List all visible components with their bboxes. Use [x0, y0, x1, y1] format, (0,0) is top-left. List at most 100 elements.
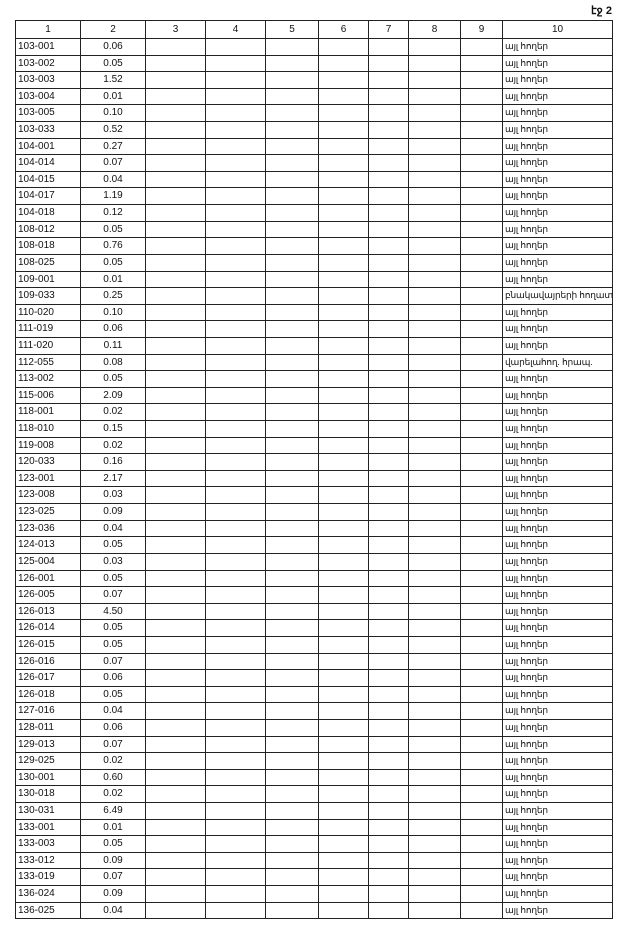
- empty-cell: [460, 403, 503, 422]
- empty-cell: [368, 669, 409, 687]
- column-header-3: 3: [145, 20, 206, 39]
- empty-cell: [408, 635, 461, 654]
- area-value: 0.05: [80, 370, 146, 388]
- area-value: 0.01: [80, 87, 146, 106]
- column-header-6: 6: [318, 20, 369, 39]
- empty-cell: [145, 270, 206, 289]
- empty-cell: [265, 552, 319, 571]
- empty-cell: [318, 868, 369, 887]
- empty-cell: [265, 835, 319, 853]
- empty-cell: [318, 336, 369, 355]
- empty-cell: [205, 121, 266, 139]
- empty-cell: [265, 486, 319, 505]
- empty-cell: [408, 121, 461, 139]
- table-row: 125-004 0.03 այլ հողեր: [15, 552, 613, 571]
- empty-cell: [265, 768, 319, 787]
- column-header-5: 5: [265, 20, 319, 39]
- empty-cell: [460, 718, 503, 737]
- empty-cell: [318, 552, 369, 571]
- empty-cell: [318, 652, 369, 671]
- empty-cell: [460, 436, 503, 455]
- empty-cell: [460, 635, 503, 654]
- parcel-code: 123-001: [15, 469, 81, 488]
- land-type: վարելահող. հրապ.: [502, 353, 613, 372]
- empty-cell: [318, 87, 369, 106]
- table-row: 104-018 0.12 այլ հողեր: [15, 204, 613, 222]
- parcel-code: 103-002: [15, 54, 81, 73]
- table-row: 104-014 0.07 այլ հողեր: [15, 154, 613, 172]
- empty-cell: [368, 420, 409, 438]
- empty-cell: [408, 353, 461, 372]
- table-row: 126-005 0.07 այլ հողեր: [15, 586, 613, 604]
- empty-cell: [318, 768, 369, 787]
- empty-cell: [145, 503, 206, 521]
- empty-cell: [318, 486, 369, 505]
- empty-cell: [460, 752, 503, 770]
- empty-cell: [368, 436, 409, 455]
- table-row: 129-025 0.02 այլ հողեր: [15, 752, 613, 770]
- empty-cell: [408, 237, 461, 255]
- table-header-row: 1 2 3 4 5 6 7 8 9 10: [15, 20, 613, 39]
- land-type: այլ հողեր: [502, 818, 613, 837]
- table-row: 103-002 0.05 այլ հողեր: [15, 54, 613, 73]
- empty-cell: [460, 154, 503, 172]
- empty-cell: [368, 187, 409, 206]
- table-row: 127-016 0.04 այլ հողեր: [15, 702, 613, 720]
- table-row: 126-013 4.50 այլ հողեր: [15, 602, 613, 621]
- empty-cell: [265, 420, 319, 438]
- land-type: այլ հողեր: [502, 436, 613, 455]
- table-row: 136-025 0.04 այլ հողեր: [15, 901, 613, 920]
- empty-cell: [460, 71, 503, 89]
- empty-cell: [205, 851, 266, 870]
- parcel-code: 120-033: [15, 453, 81, 471]
- area-value: 0.12: [80, 204, 146, 222]
- empty-cell: [460, 336, 503, 355]
- table-row: 126-015 0.05 այլ հողեր: [15, 635, 613, 654]
- empty-cell: [145, 851, 206, 870]
- table-row: 126-014 0.05 այլ հողեր: [15, 619, 613, 637]
- area-value: 0.15: [80, 420, 146, 438]
- empty-cell: [318, 453, 369, 471]
- empty-cell: [318, 71, 369, 89]
- empty-cell: [368, 170, 409, 189]
- table-row: 119-008 0.02 այլ հողեր: [15, 436, 613, 455]
- empty-cell: [460, 453, 503, 471]
- land-type: այլ հողեր: [502, 253, 613, 272]
- empty-cell: [205, 303, 266, 322]
- empty-cell: [318, 702, 369, 720]
- empty-cell: [265, 752, 319, 770]
- empty-cell: [408, 669, 461, 687]
- empty-cell: [408, 718, 461, 737]
- empty-cell: [265, 270, 319, 289]
- parcel-code: 108-012: [15, 220, 81, 239]
- area-value: 6.49: [80, 802, 146, 820]
- empty-cell: [265, 469, 319, 488]
- empty-cell: [145, 436, 206, 455]
- empty-cell: [318, 170, 369, 189]
- empty-cell: [265, 519, 319, 538]
- land-type: այլ հողեր: [502, 652, 613, 671]
- parcel-code: 127-016: [15, 702, 81, 720]
- empty-cell: [265, 635, 319, 654]
- column-header-4: 4: [205, 20, 266, 39]
- empty-cell: [408, 436, 461, 455]
- parcel-code: 103-001: [15, 38, 81, 56]
- empty-cell: [205, 253, 266, 272]
- column-header-2: 2: [80, 20, 146, 39]
- parcel-code: 126-005: [15, 586, 81, 604]
- table-row: 123-036 0.04 այլ հողեր: [15, 519, 613, 538]
- empty-cell: [408, 835, 461, 853]
- table-row: 123-001 2.17 այլ հողեր: [15, 469, 613, 488]
- empty-cell: [408, 586, 461, 604]
- empty-cell: [318, 752, 369, 770]
- empty-cell: [460, 685, 503, 704]
- empty-cell: [368, 353, 409, 372]
- area-value: 0.16: [80, 453, 146, 471]
- empty-cell: [265, 503, 319, 521]
- empty-cell: [145, 104, 206, 123]
- empty-cell: [460, 586, 503, 604]
- area-value: 0.02: [80, 436, 146, 455]
- empty-cell: [318, 237, 369, 255]
- area-value: 0.52: [80, 121, 146, 139]
- land-type: այլ հողեր: [502, 121, 613, 139]
